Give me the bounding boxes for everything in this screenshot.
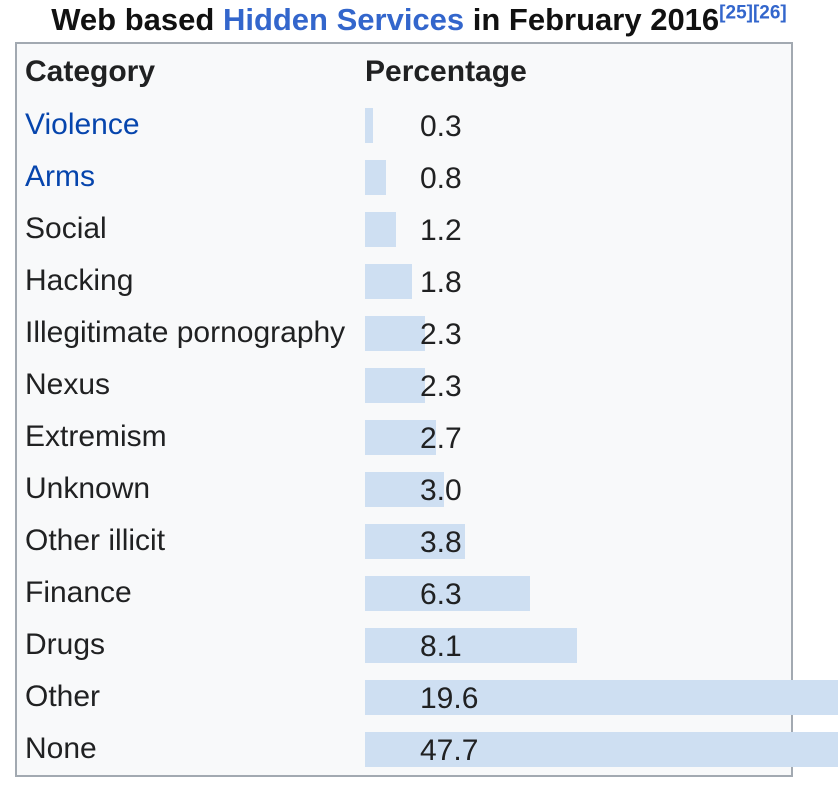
percentage-cell: 0.3 [365,99,791,151]
row-value: 0.8 [420,162,462,196]
table-body: Violence 0.3 Arms 0.8 Social 1.2 Hacking… [17,99,838,775]
percentage-cell: 19.6 [365,671,838,723]
percentage-bar [365,264,412,299]
row-value: 1.2 [420,214,462,248]
row-value: 2.7 [420,422,462,456]
hidden-services-table: Category Percentage Violence 0.3 Arms 0.… [15,42,838,777]
table-row: Social 1.2 [17,203,791,255]
percentage-bar [365,316,425,351]
hidden-services-link[interactable]: Hidden Services [222,2,465,37]
title-text-prefix: Web based [51,2,223,37]
percentage-bar [365,472,444,507]
percentage-cell: 2.3 [365,307,791,359]
percentage-bar [365,628,577,663]
percentage-cell: 2.3 [365,359,791,411]
row-label-link[interactable]: Arms [25,160,95,193]
percentage-cell: 3.0 [365,463,791,515]
row-value: 1.8 [420,266,462,300]
row-label: Drugs [25,628,106,661]
percentage-bar [365,420,436,455]
row-label: Extremism [25,420,167,453]
row-value: 3.0 [420,474,462,508]
percentage-bar [365,732,838,767]
table-row: Other 19.6 [17,671,838,723]
row-value: 2.3 [420,370,462,404]
table-title: Web based Hidden Services in February 20… [0,1,838,39]
percentage-bar [365,108,373,143]
percentage-cell: 1.8 [365,255,791,307]
percentage-bar [365,368,425,403]
table-row: Drugs 8.1 [17,619,791,671]
table-row: Violence 0.3 [17,99,791,151]
percentage-bar [365,680,838,715]
table-row: Hacking 1.8 [17,255,791,307]
table-row: Illegitimate pornography 2.3 [17,307,791,359]
percentage-column-header: Percentage [365,54,527,88]
percentage-bar [365,160,386,195]
row-label: Illegitimate pornography [25,316,346,349]
table-row: None 47.7 [17,723,838,775]
row-value: 47.7 [420,734,479,768]
table-row: Nexus 2.3 [17,359,791,411]
table-row: Extremism 2.7 [17,411,791,463]
row-label: Other illicit [25,524,166,557]
row-value: 2.3 [420,318,462,352]
table-header-row: Category Percentage [17,44,791,99]
category-column-header: Category [25,54,156,88]
row-value: 6.3 [420,578,462,612]
row-value: 19.6 [420,682,479,716]
citation-link-26[interactable]: [26] [752,2,787,24]
row-label: Social [25,212,107,245]
percentage-cell: 1.2 [365,203,791,255]
table-row: Other illicit 3.8 [17,515,791,567]
row-label: Hacking [25,264,134,297]
row-value: 8.1 [420,630,462,664]
row-label: Unknown [25,472,151,505]
percentage-cell: 3.8 [365,515,791,567]
table-row: Arms 0.8 [17,151,791,203]
percentage-bar [365,524,465,559]
row-label: None [25,732,97,765]
row-label: Other [25,680,101,713]
percentage-cell: 6.3 [365,567,791,619]
citation-link-25[interactable]: [25] [719,2,753,24]
percentage-bar [365,576,530,611]
table-row: Unknown 3.0 [17,463,791,515]
title-text-suffix: in February 2016 [464,2,720,37]
percentage-cell: 2.7 [365,411,791,463]
percentage-cell: 47.7 [365,723,838,775]
row-label: Finance [25,576,132,609]
table-row: Finance 6.3 [17,567,791,619]
row-value: 3.8 [420,526,462,560]
percentage-cell: 8.1 [365,619,791,671]
percentage-bar [365,212,396,247]
row-label: Nexus [25,368,111,401]
row-label-link[interactable]: Violence [25,108,140,141]
row-value: 0.3 [420,110,462,144]
percentage-cell: 0.8 [365,151,791,203]
